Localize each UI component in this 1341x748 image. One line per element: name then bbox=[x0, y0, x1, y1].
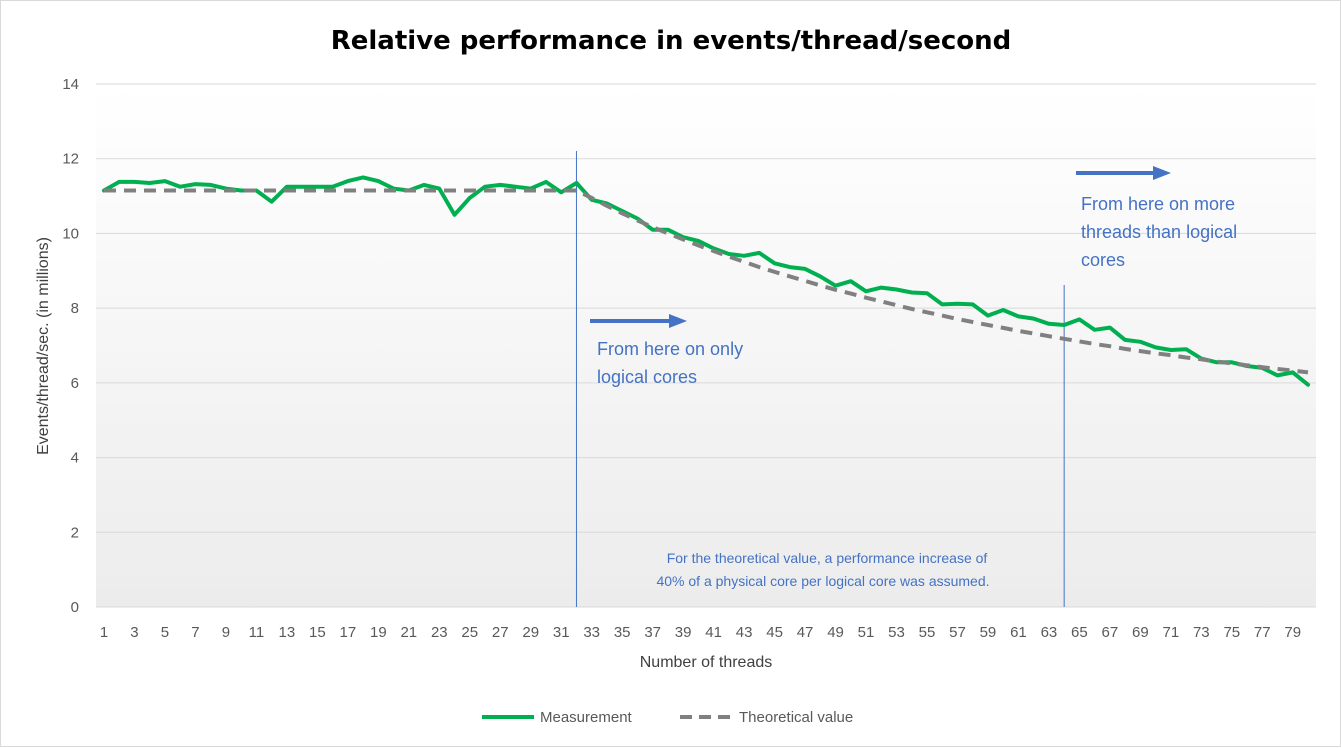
x-tick-label: 13 bbox=[279, 624, 296, 641]
legend-label-theoretical: Theoretical value bbox=[739, 709, 853, 726]
y-tick-label: 4 bbox=[71, 450, 79, 467]
x-tick-label: 37 bbox=[644, 624, 661, 641]
x-tick-label: 71 bbox=[1162, 624, 1179, 641]
y-tick-label: 2 bbox=[71, 524, 79, 541]
x-tick-label: 11 bbox=[249, 624, 265, 641]
x-tick-label: 3 bbox=[130, 624, 138, 641]
x-tick-label: 79 bbox=[1284, 624, 1301, 641]
annotation-logical-cores-line1: From here on only bbox=[597, 339, 743, 359]
y-axis-title: Events/thread/sec. (in millions) bbox=[35, 237, 52, 455]
x-tick-labels: 1 3 5 7 9 11 13 15 17 19 21 23 25 27 29 31 33 35 37 39 41 43 4… bbox=[100, 624, 1301, 641]
x-tick-label: 41 bbox=[705, 624, 722, 641]
annotation-more-threads-line3: cores bbox=[1081, 250, 1125, 270]
annotation-note-line1: For the theoretical value, a performance… bbox=[667, 550, 988, 566]
x-axis-title: Number of threads bbox=[640, 654, 773, 671]
y-tick-label: 12 bbox=[62, 151, 79, 168]
x-tick-label: 67 bbox=[1102, 624, 1119, 641]
x-tick-label: 31 bbox=[553, 624, 570, 641]
x-tick-label: 57 bbox=[949, 624, 966, 641]
x-tick-label: 61 bbox=[1010, 624, 1027, 641]
x-tick-label: 65 bbox=[1071, 624, 1088, 641]
series bbox=[102, 175, 1310, 387]
chart-title: Relative performance in events/thread/se… bbox=[331, 26, 1012, 56]
x-tick-label: 1 bbox=[100, 624, 108, 641]
y-tick-label: 14 bbox=[62, 76, 79, 93]
x-tick-label: 77 bbox=[1254, 624, 1271, 641]
x-tick-label: 51 bbox=[858, 624, 875, 641]
annotation-note-line2: 40% of a physical core per logical core … bbox=[656, 573, 989, 589]
x-tick-label: 69 bbox=[1132, 624, 1149, 641]
legend: Measurement Theoretical value bbox=[482, 709, 853, 726]
x-tick-label: 63 bbox=[1041, 624, 1058, 641]
x-tick-label: 29 bbox=[522, 624, 539, 641]
annotation-more-threads-line2: threads than logical bbox=[1081, 222, 1237, 242]
x-tick-label: 27 bbox=[492, 624, 509, 641]
y-tick-label: 6 bbox=[71, 375, 79, 392]
x-tick-label: 17 bbox=[340, 624, 357, 641]
x-tick-label: 35 bbox=[614, 624, 631, 641]
x-tick-label: 59 bbox=[980, 624, 997, 641]
x-tick-label: 33 bbox=[583, 624, 600, 641]
x-tick-label: 19 bbox=[370, 624, 387, 641]
x-tick-label: 45 bbox=[766, 624, 783, 641]
series-line-measurement bbox=[102, 175, 1310, 387]
x-tick-label: 53 bbox=[888, 624, 905, 641]
x-tick-label: 47 bbox=[797, 624, 814, 641]
arrow-right-icon bbox=[590, 314, 687, 328]
y-tick-labels: 0 2 4 6 8 10 12 14 bbox=[62, 76, 79, 616]
x-tick-label: 73 bbox=[1193, 624, 1210, 641]
x-tick-label: 43 bbox=[736, 624, 753, 641]
arrow-right-icon bbox=[1076, 166, 1171, 180]
legend-label-measurement: Measurement bbox=[540, 709, 633, 726]
y-tick-label: 0 bbox=[71, 599, 79, 616]
y-tick-label: 10 bbox=[62, 225, 79, 242]
x-tick-label: 39 bbox=[675, 624, 692, 641]
x-tick-label: 75 bbox=[1223, 624, 1240, 641]
x-tick-label: 15 bbox=[309, 624, 326, 641]
x-tick-label: 21 bbox=[400, 624, 417, 641]
x-tick-label: 5 bbox=[161, 624, 169, 641]
x-tick-label: 55 bbox=[919, 624, 936, 641]
x-tick-label: 25 bbox=[461, 624, 478, 641]
y-tick-label: 8 bbox=[71, 300, 79, 317]
series-line-theoretical-value bbox=[104, 188, 1309, 375]
annotation-more-threads-line1: From here on more bbox=[1081, 194, 1235, 214]
x-tick-label: 49 bbox=[827, 624, 844, 641]
x-tick-label: 7 bbox=[191, 624, 199, 641]
x-tick-label: 9 bbox=[222, 624, 230, 641]
annotation-logical-cores-line2: logical cores bbox=[597, 367, 697, 387]
gridlines bbox=[96, 83, 1316, 533]
x-tick-label: 23 bbox=[431, 624, 448, 641]
